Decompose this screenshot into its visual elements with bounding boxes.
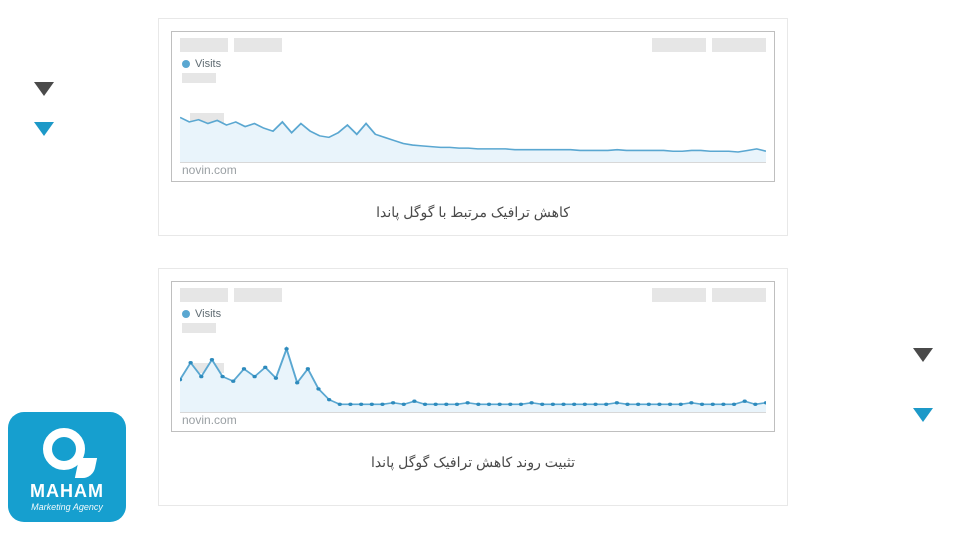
brand-tagline: Marketing Agency	[31, 502, 103, 512]
chart-watermark: novin.com	[182, 163, 237, 177]
chart-caption: کاهش ترافیک مرتبط با گوگل پاندا	[171, 204, 775, 221]
chart-plot-area	[180, 85, 766, 163]
y-axis-placeholder	[182, 323, 216, 333]
placeholder-block	[712, 288, 766, 302]
brand-name: MAHAM	[30, 482, 104, 500]
y-axis-placeholder	[182, 73, 216, 83]
chart-legend: Visits	[172, 306, 774, 320]
placeholder-block	[234, 38, 282, 52]
chart-frame: Visits novin.com	[171, 281, 775, 432]
placeholder-block	[712, 38, 766, 52]
chart-plot-area	[180, 335, 766, 413]
triangle-dark-left	[34, 82, 54, 96]
chart-header-placeholders	[172, 282, 774, 306]
chart-watermark: novin.com	[182, 413, 237, 427]
legend-label: Visits	[195, 58, 221, 70]
chart-caption: تثبیت روند کاهش ترافیک گوگل پاندا	[171, 454, 775, 471]
legend-dot-icon	[182, 60, 190, 68]
line-chart-svg	[180, 335, 766, 412]
placeholder-block	[180, 288, 228, 302]
placeholder-block	[652, 288, 706, 302]
chart-card-traffic-stabilize: Visits novin.com تثبیت روند کاهش ترافیک …	[158, 268, 788, 506]
legend-dot-icon	[182, 310, 190, 318]
placeholder-block	[652, 38, 706, 52]
line-chart-svg	[180, 85, 766, 162]
placeholder-block	[180, 38, 228, 52]
legend-label: Visits	[195, 308, 221, 320]
chart-card-traffic-drop: Visits novin.com کاهش ترافیک مرتبط با گو…	[158, 18, 788, 236]
brand-badge: MAHAM Marketing Agency	[8, 412, 126, 522]
triangle-blue-left	[34, 122, 54, 136]
brand-logo-icon	[37, 428, 97, 480]
chart-legend: Visits	[172, 56, 774, 70]
chart-header-placeholders	[172, 32, 774, 56]
chart-frame: Visits novin.com	[171, 31, 775, 182]
triangle-dark-right	[913, 348, 933, 362]
placeholder-block	[234, 288, 282, 302]
triangle-blue-right	[913, 408, 933, 422]
